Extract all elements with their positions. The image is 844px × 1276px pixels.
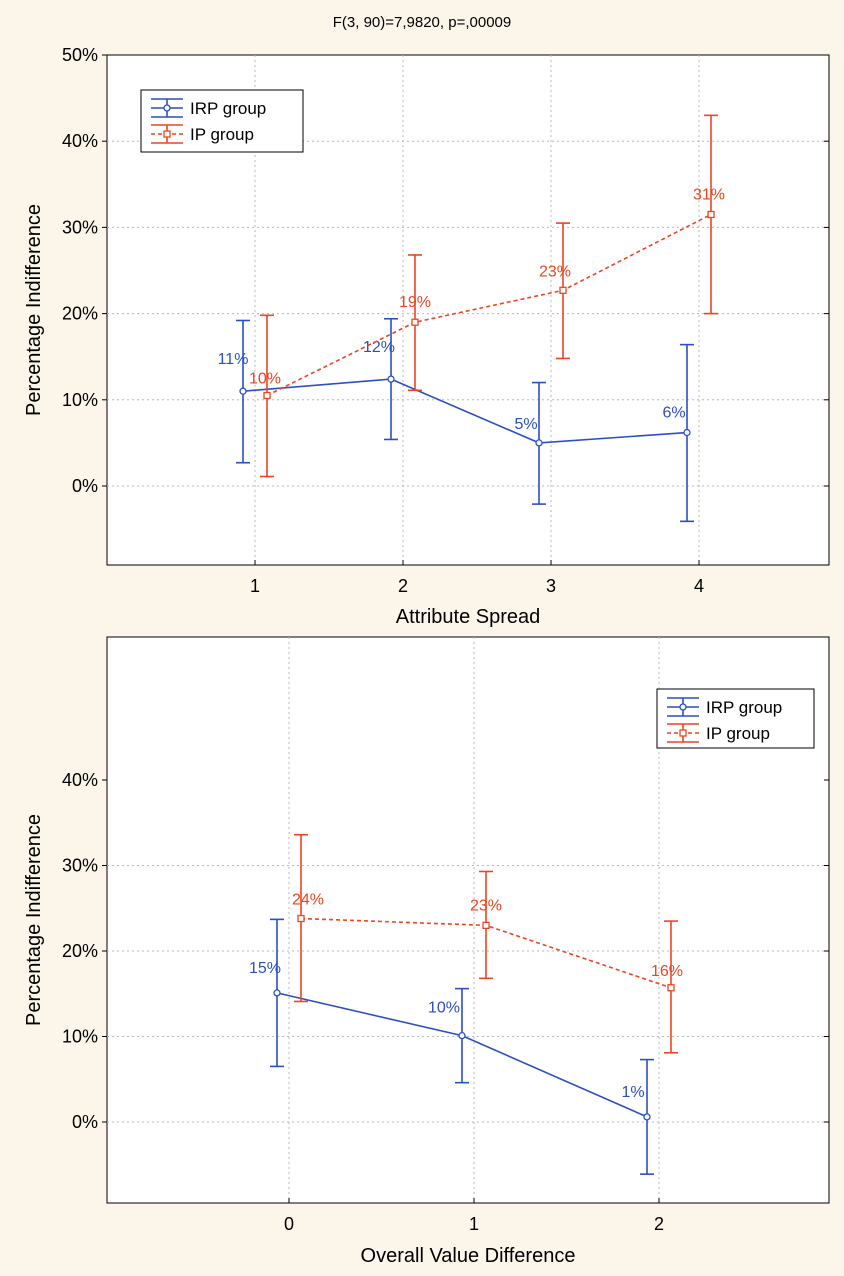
series-line xyxy=(266,213,712,397)
legend-marker xyxy=(679,729,687,737)
data-point xyxy=(239,387,247,395)
y-tick-label: 20% xyxy=(62,941,98,961)
y-tick-label: 0% xyxy=(72,1112,98,1132)
data-label: 6% xyxy=(662,405,685,422)
x-tick-label: 0 xyxy=(284,1214,294,1234)
data-label: 23% xyxy=(470,897,502,914)
series-ip: 24% 23% 16% xyxy=(292,833,683,1054)
y-tick-label: 40% xyxy=(62,131,98,151)
y-axis-label: Percentage Indifference xyxy=(23,814,45,1026)
data-label: 31% xyxy=(693,186,725,203)
chart-2: 0% 10% 20% 30% 40% 0 1 2 Overall Value Differenc… xyxy=(23,636,830,1267)
legend: IRP group IP group xyxy=(140,89,304,153)
chart-title: F(3, 90)=7,9820, p=,00009 xyxy=(333,14,511,31)
legend-label: IP group xyxy=(706,724,770,743)
data-point xyxy=(482,921,490,929)
data-label: 23% xyxy=(539,263,571,280)
y-tick-label: 0% xyxy=(72,476,98,496)
x-tick-label: 3 xyxy=(546,576,556,596)
legend: IRP group IP group xyxy=(656,688,815,749)
legend-entry-irp: IRP group xyxy=(667,697,782,717)
data-label: 15% xyxy=(249,960,281,977)
y-tick-label: 10% xyxy=(62,1027,98,1047)
data-point xyxy=(683,428,691,437)
x-tick-label: 2 xyxy=(654,1214,664,1234)
y-tick-label: 40% xyxy=(62,770,98,790)
legend-box xyxy=(140,89,304,153)
legend-entry-irp: IRP group xyxy=(151,98,266,118)
chart-1: 0% 10% 20% 30% 40% 50% 1 2 3 4 F(3, 90)=7,9820, p=… xyxy=(23,14,830,628)
data-label: 11% xyxy=(218,351,249,368)
y-tick-label: 50% xyxy=(62,45,98,65)
x-tick-label: 4 xyxy=(694,576,704,596)
legend-marker xyxy=(163,104,171,112)
data-point xyxy=(273,989,281,997)
data-point xyxy=(411,318,419,326)
legend-label: IRP group xyxy=(706,698,782,717)
series-ip: 10% 19% 23% 31% xyxy=(249,114,725,478)
data-label: 5% xyxy=(514,416,537,433)
legend-marker xyxy=(679,703,687,711)
data-label: 19% xyxy=(399,294,431,311)
y-tick-label: 20% xyxy=(62,304,98,324)
data-point xyxy=(535,439,543,447)
y-tick-label: 30% xyxy=(62,856,98,876)
data-point xyxy=(263,391,271,400)
data-point xyxy=(297,914,305,923)
legend-marker xyxy=(163,130,171,138)
series-irp: 11% 12% 5% 6% xyxy=(218,317,694,523)
data-point xyxy=(387,375,395,383)
legend-label: IRP group xyxy=(190,99,266,118)
data-label: 12% xyxy=(363,339,395,356)
x-tick-label: 1 xyxy=(250,576,260,596)
data-label: 10% xyxy=(428,1000,460,1017)
data-point xyxy=(667,984,675,992)
data-point xyxy=(559,286,567,294)
x-axis-label: Attribute Spread xyxy=(396,606,541,628)
y-tick-label: 10% xyxy=(62,390,98,410)
series-irp: 15% 10% 1% xyxy=(249,918,654,1175)
data-label: 24% xyxy=(292,892,324,909)
data-point xyxy=(643,1113,651,1121)
x-axis-label: Overall Value Difference xyxy=(361,1245,576,1267)
data-label: 16% xyxy=(651,963,683,980)
x-tick-label: 1 xyxy=(469,1214,479,1234)
legend-label: IP group xyxy=(190,125,254,144)
legend-entry-ip: IP group xyxy=(667,723,770,743)
data-point xyxy=(458,1031,466,1040)
data-label: 10% xyxy=(249,370,281,387)
data-label: 1% xyxy=(621,1084,644,1101)
series-line xyxy=(242,378,688,444)
y-tick-label: 30% xyxy=(62,217,98,237)
data-point xyxy=(707,210,715,219)
y-axis-label: Percentage Indifference xyxy=(23,204,45,416)
legend-entry-ip: IP group xyxy=(151,124,254,144)
x-tick-label: 2 xyxy=(398,576,408,596)
